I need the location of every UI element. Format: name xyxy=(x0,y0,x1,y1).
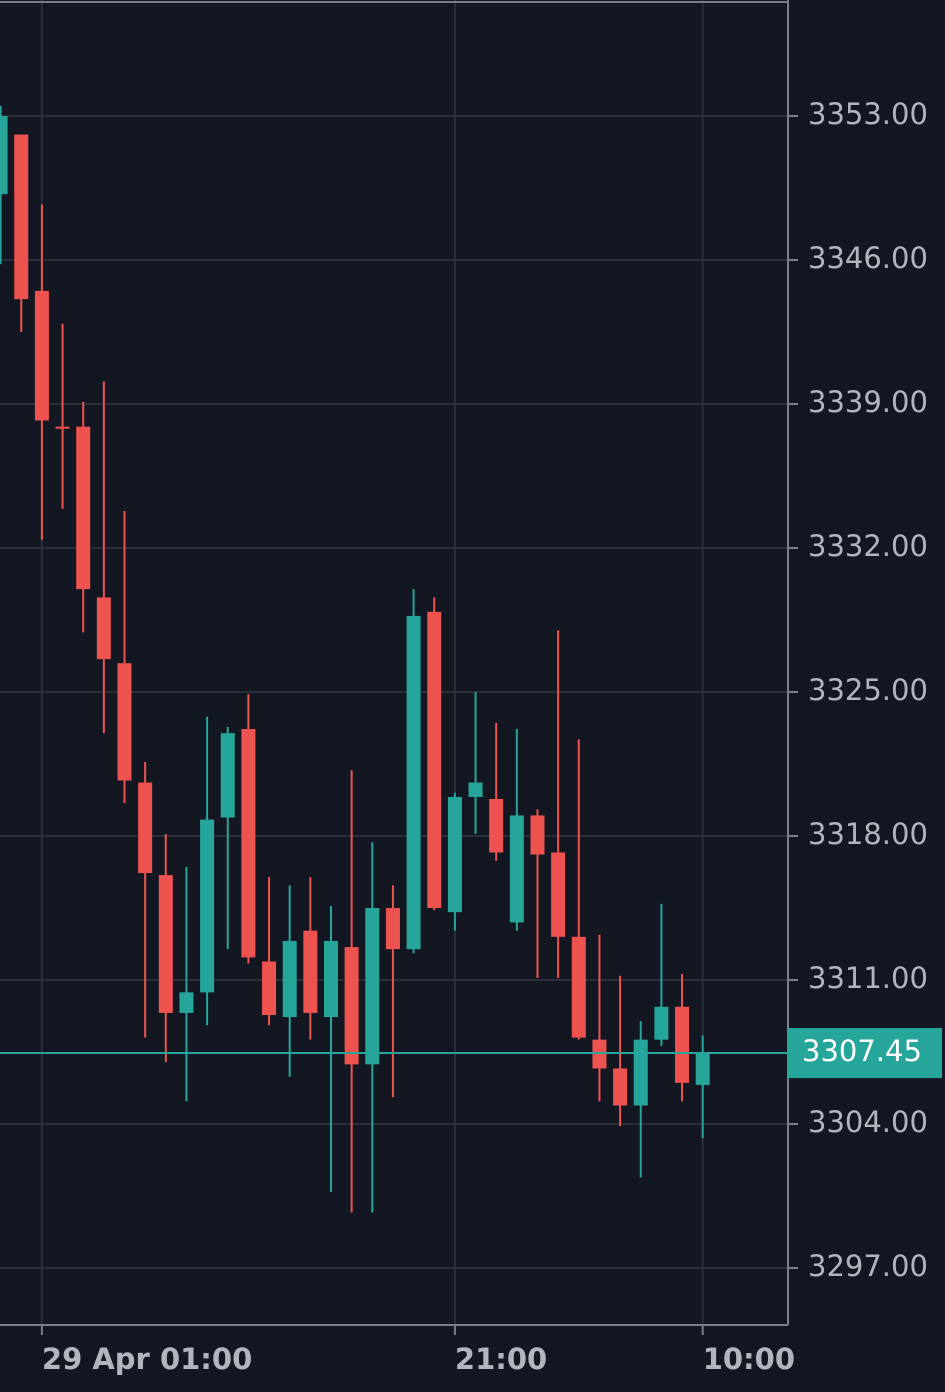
candle-body xyxy=(138,782,153,874)
y-tick-label: 3311.00 xyxy=(808,961,928,995)
candle-body xyxy=(179,992,194,1013)
candle-body xyxy=(34,290,49,421)
candle-body xyxy=(76,426,91,590)
candle-body xyxy=(365,908,380,1065)
y-tick-label: 3346.00 xyxy=(808,241,928,275)
candle-body xyxy=(695,1053,710,1085)
y-tick-label: 3297.00 xyxy=(808,1249,928,1283)
candle-body xyxy=(117,663,132,781)
candle-body xyxy=(489,798,504,853)
x-tick-label: 10:00 xyxy=(703,1342,795,1376)
y-tick-label: 3339.00 xyxy=(808,385,928,419)
candle-body xyxy=(14,134,29,300)
candle-body xyxy=(675,1006,690,1083)
candle-body xyxy=(509,815,524,923)
candle-body xyxy=(385,908,400,950)
candle-body xyxy=(262,961,277,1015)
candle-body xyxy=(551,852,566,937)
candle-body xyxy=(282,940,297,1018)
candle-body xyxy=(427,611,442,909)
y-tick-label: 3304.00 xyxy=(808,1105,928,1139)
candle-body xyxy=(241,729,256,958)
candle-body xyxy=(324,940,338,1018)
candle-body xyxy=(654,1006,669,1040)
candle-body xyxy=(55,426,70,429)
candle-body xyxy=(200,819,215,993)
y-tick-label: 3332.00 xyxy=(808,529,928,563)
candle-body xyxy=(571,936,586,1038)
last-price-label: 3307.45 xyxy=(802,1034,922,1068)
candle-body xyxy=(0,116,8,195)
candle-body xyxy=(158,875,173,1013)
candle-body xyxy=(220,733,235,818)
y-tick-label: 3353.00 xyxy=(808,97,928,131)
x-tick-label: 29 Apr 01:00 xyxy=(42,1342,252,1376)
x-tick-label: 21:00 xyxy=(455,1342,547,1376)
candle-body xyxy=(530,815,545,855)
candle-body xyxy=(406,615,421,950)
y-tick-label: 3325.00 xyxy=(808,673,928,707)
candle-body xyxy=(613,1068,628,1106)
candle-body xyxy=(447,796,462,913)
candle-body xyxy=(96,597,111,660)
last-price-box xyxy=(788,1028,942,1079)
y-tick-label: 3318.00 xyxy=(808,817,928,851)
candle-body xyxy=(592,1039,607,1069)
candle-body xyxy=(303,930,318,1013)
candle-body xyxy=(344,947,359,1065)
candle-body xyxy=(468,782,483,797)
candle-body xyxy=(633,1039,648,1106)
